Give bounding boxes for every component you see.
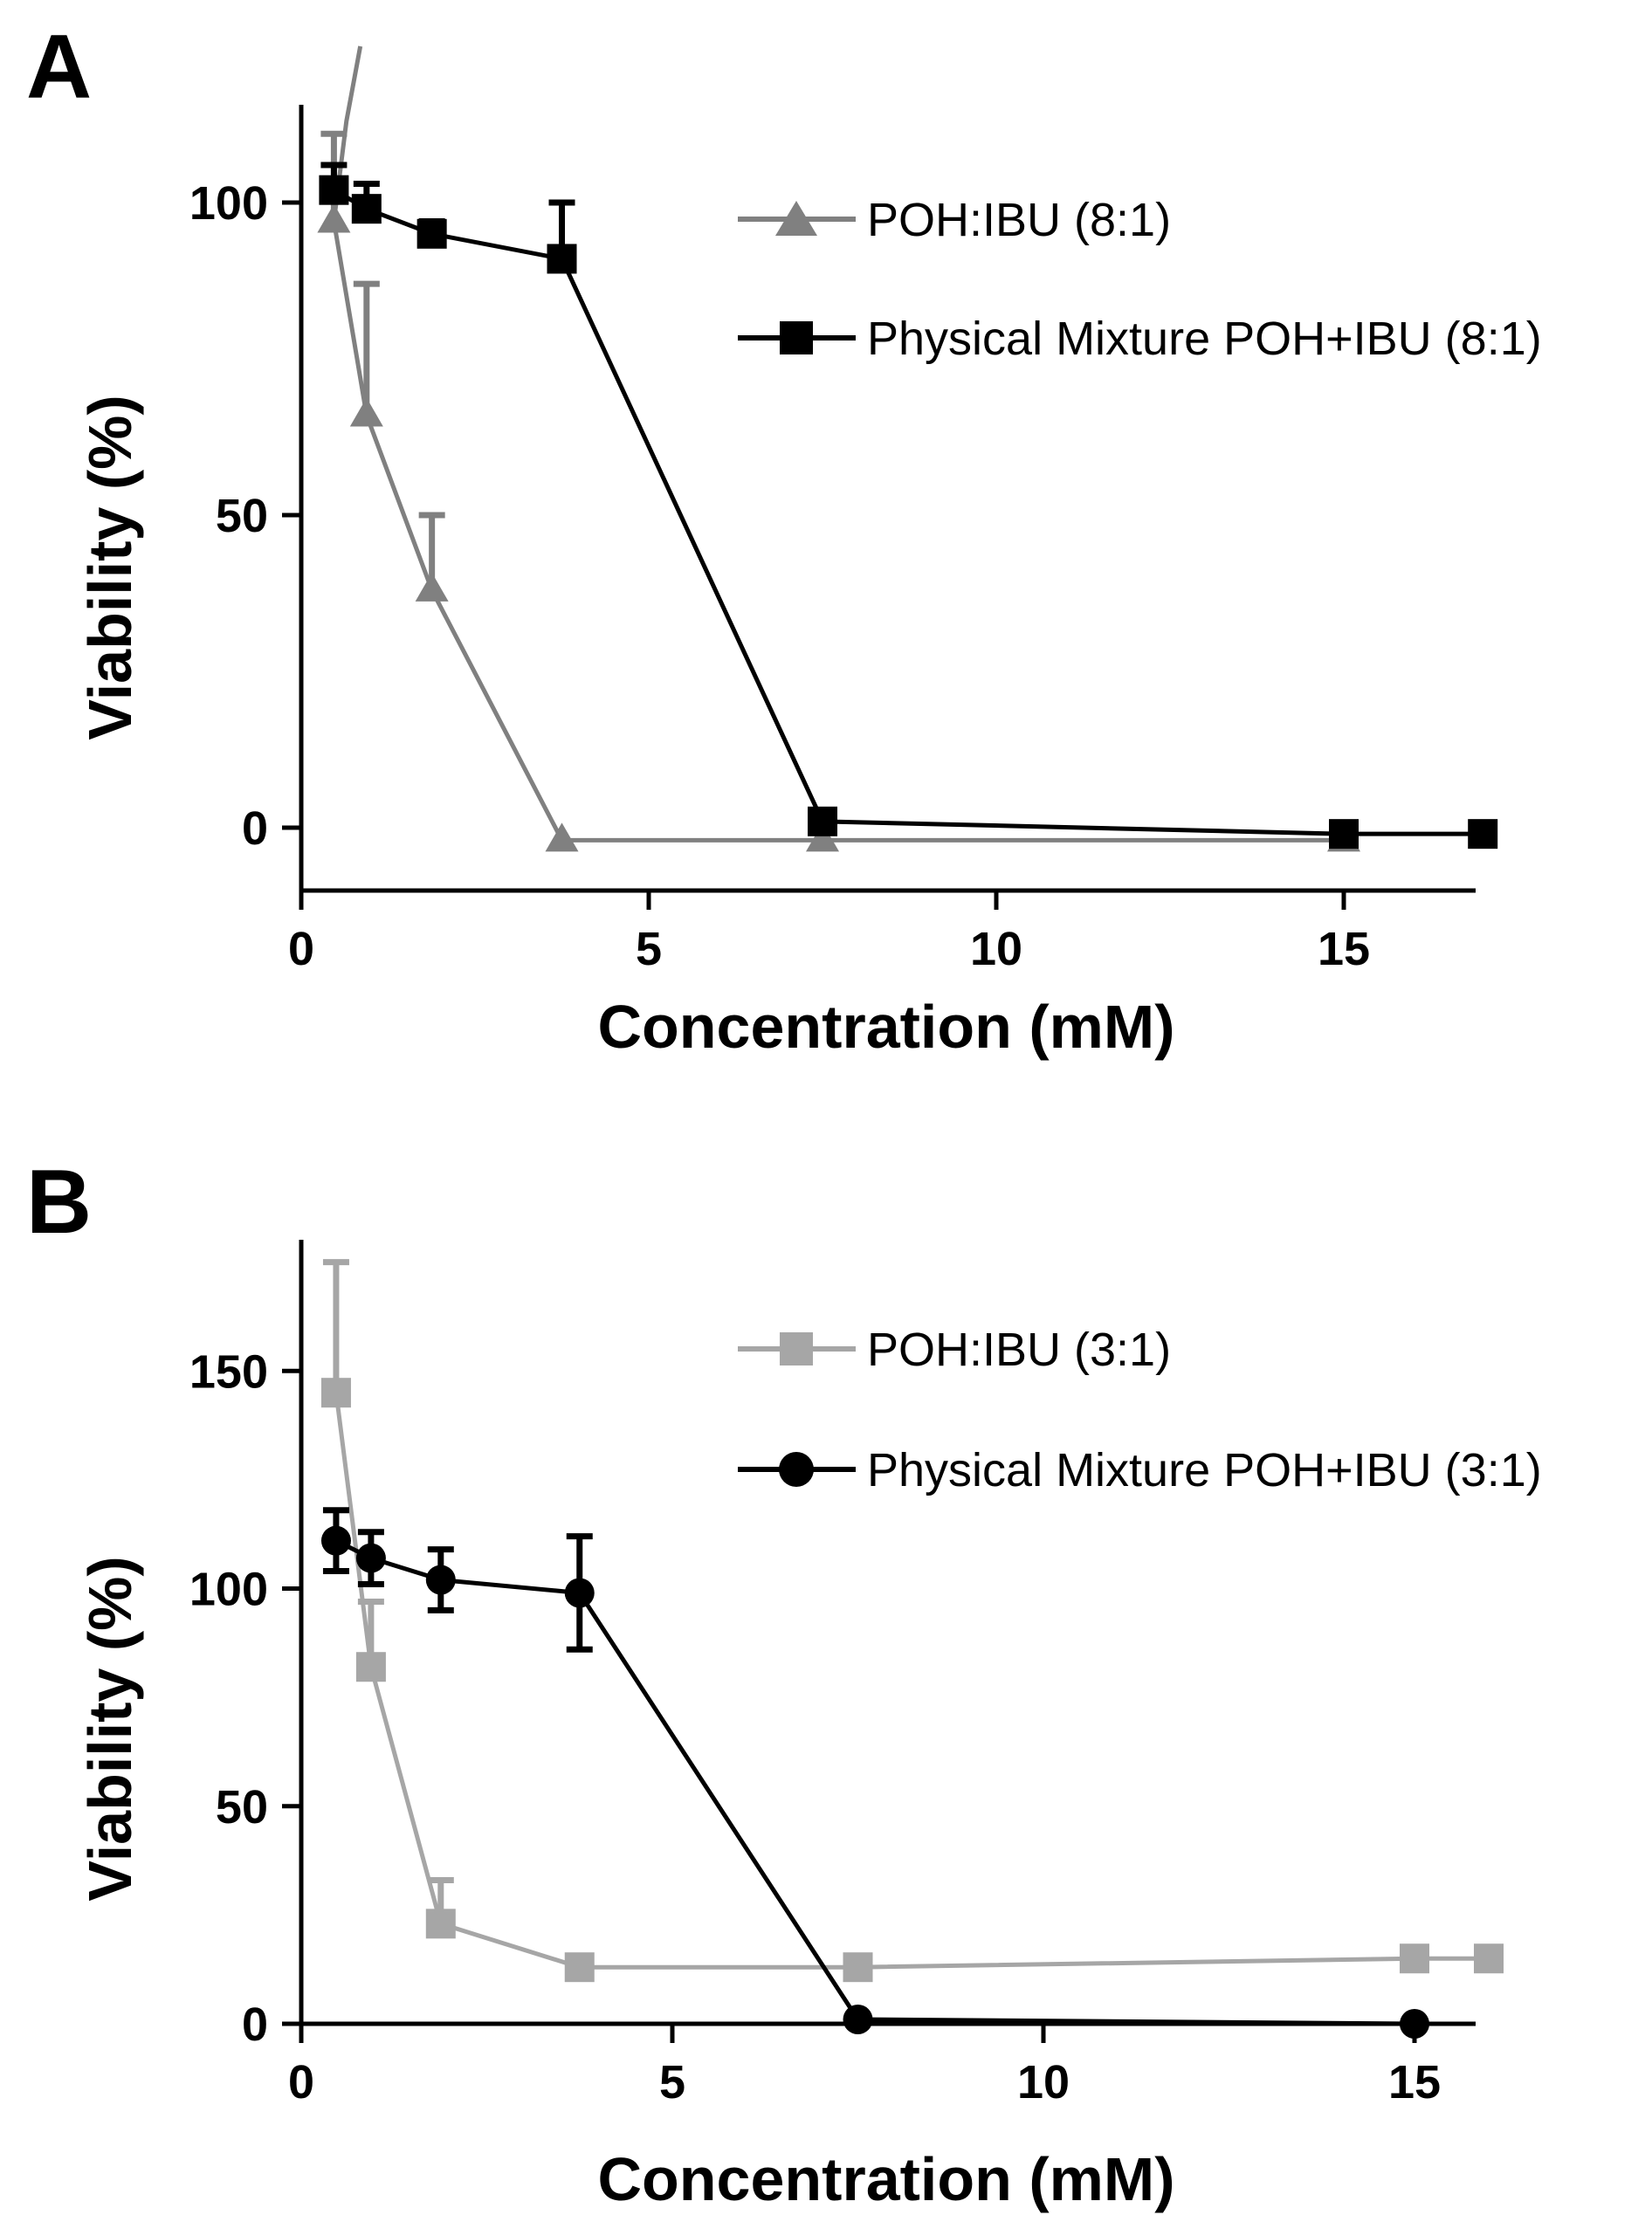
panel-b-x-axis-title: Concentration (mM)	[597, 2145, 1174, 2213]
data-point-square	[320, 1378, 351, 1408]
panel-b-legend: POH:IBU (3:1) Physical Mixture POH+IBU (…	[738, 1324, 1542, 1496]
series-line	[334, 1538, 1415, 2026]
y-tick-label: 50	[216, 490, 268, 542]
y-tick-label: 50	[216, 1781, 268, 1833]
x-tick-label: 0	[288, 923, 314, 975]
legend-label: Physical Mixture POH+IBU (3:1)	[867, 1444, 1542, 1496]
data-point-square	[319, 175, 349, 205]
data-point-square	[351, 194, 382, 224]
x-tick-label: 5	[636, 923, 662, 975]
data-point-square	[547, 244, 577, 274]
x-tick-label: 15	[1318, 923, 1370, 975]
data-point-triangle	[545, 822, 579, 852]
panel-a-legend: POH:IBU (8:1) Physical Mixture POH+IBU (…	[738, 194, 1542, 365]
data-point-square	[808, 806, 837, 836]
square-marker-icon	[780, 321, 813, 354]
data-point-square	[355, 1652, 386, 1682]
series-2	[320, 1507, 1429, 2039]
data-point-triangle	[317, 203, 351, 233]
data-point-square	[425, 1909, 456, 1939]
panel-a: A 0 5 10 15 0 50 100 Concentration (mM) Viabil…	[26, 17, 1542, 1061]
panel-b-legend-entry-2: Physical Mixture POH+IBU (3:1)	[738, 1444, 1542, 1496]
panel-b-series	[320, 1259, 1504, 2039]
panel-a-letter: A	[26, 17, 92, 118]
data-point-square	[416, 218, 447, 249]
legend-label: Physical Mixture POH+IBU (8:1)	[867, 313, 1542, 365]
data-point-triangle	[415, 572, 449, 602]
panel-a-legend-entry-2: Physical Mixture POH+IBU (8:1)	[738, 313, 1542, 365]
panel-b-legend-entry-1: POH:IBU (3:1)	[738, 1324, 1171, 1376]
y-tick-label: 100	[189, 1564, 268, 1616]
legend-label: POH:IBU (3:1)	[867, 1324, 1171, 1376]
circle-marker-icon	[779, 1452, 814, 1487]
data-point-square	[1474, 1943, 1504, 1974]
data-point-triangle	[806, 822, 839, 852]
series-1	[320, 1259, 1504, 1983]
data-point-circle	[320, 1525, 351, 1556]
triangle-marker-icon	[775, 201, 817, 236]
x-tick-label: 5	[659, 2056, 685, 2108]
x-tick-label: 0	[288, 2056, 314, 2108]
y-tick-label: 100	[189, 177, 268, 230]
panel-a-legend-entry-1: POH:IBU (8:1)	[738, 194, 1171, 246]
data-point-square	[843, 1952, 873, 1983]
data-point-circle	[564, 1578, 595, 1608]
data-point-circle	[355, 1543, 386, 1573]
data-point-circle	[843, 2005, 873, 2035]
data-point-circle	[1400, 2009, 1429, 2039]
data-point-square	[564, 1952, 595, 1983]
series-2	[319, 162, 1498, 850]
series-line	[331, 221, 1344, 843]
data-point-square	[1468, 819, 1498, 850]
data-point-circle	[425, 1565, 456, 1595]
panel-b-letter: B	[26, 1152, 92, 1253]
square-marker-icon	[780, 1332, 813, 1365]
panel-a-x-axis-title: Concentration (mM)	[597, 993, 1174, 1061]
x-tick-label: 10	[1017, 2056, 1070, 2108]
x-tick-label: 10	[970, 923, 1022, 975]
series-1	[317, 45, 1360, 852]
y-tick-label: 0	[242, 1998, 268, 2051]
data-point-square	[1400, 1943, 1429, 1974]
panel-a-y-axis-title: Viability (%)	[76, 395, 144, 739]
panel-a-series	[317, 45, 1498, 852]
legend-label: POH:IBU (8:1)	[867, 194, 1171, 246]
y-tick-label: 150	[189, 1345, 268, 1398]
panel-a-axes: 0 5 10 15 0 50 100	[189, 105, 1476, 975]
data-point-triangle	[349, 397, 383, 427]
data-point-square	[1329, 819, 1359, 850]
x-tick-label: 15	[1388, 2056, 1441, 2108]
y-tick-label: 0	[242, 802, 268, 855]
panel-b-y-axis-title: Viability (%)	[76, 1556, 144, 1901]
